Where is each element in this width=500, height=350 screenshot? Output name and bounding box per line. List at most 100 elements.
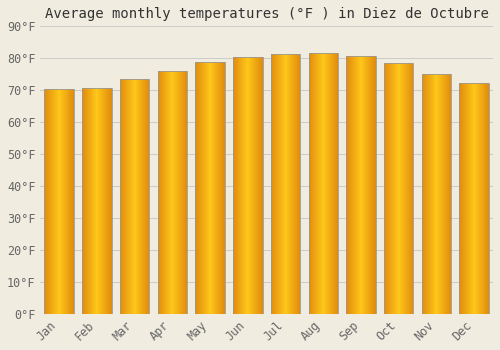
Bar (57, 89, 58, 314)
Bar (462, 84, 463, 314)
Bar (432, 74, 433, 314)
Bar (465, 84, 466, 314)
Bar (463, 84, 464, 314)
Bar (393, 63, 394, 314)
Bar (467, 84, 468, 314)
Bar (248, 57, 249, 314)
Bar (461, 84, 462, 314)
Bar (252, 57, 253, 314)
Bar (209, 62, 210, 314)
Bar (108, 88, 109, 314)
Bar (72, 89, 73, 314)
Bar (240, 57, 241, 314)
Bar (197, 62, 198, 314)
Bar (474, 84, 475, 314)
Bar (464, 84, 465, 314)
Bar (435, 74, 436, 314)
Bar (164, 71, 165, 314)
Bar (55, 89, 56, 314)
Bar (447, 74, 448, 314)
Bar (131, 79, 132, 314)
Bar (196, 62, 197, 314)
Bar (199, 62, 200, 314)
Bar (220, 62, 221, 314)
Bar (254, 57, 255, 314)
Bar (322, 54, 323, 314)
Bar (365, 56, 366, 314)
Bar (93, 88, 94, 314)
Bar (324, 54, 325, 314)
Bar (373, 56, 374, 314)
Bar (366, 56, 367, 314)
Bar (59, 89, 60, 314)
Bar (247, 57, 248, 314)
Bar (290, 54, 291, 314)
Bar (145, 79, 146, 314)
Bar (167, 71, 168, 314)
Bar (196, 62, 225, 314)
Bar (104, 88, 106, 314)
Bar (198, 62, 199, 314)
Bar (73, 89, 74, 314)
Bar (224, 62, 225, 314)
Bar (400, 63, 401, 314)
Bar (437, 74, 438, 314)
Bar (110, 88, 111, 314)
Bar (446, 74, 447, 314)
Bar (284, 54, 285, 314)
Bar (439, 74, 440, 314)
Bar (274, 54, 275, 314)
Bar (384, 63, 414, 314)
Bar (204, 62, 205, 314)
Bar (53, 89, 54, 314)
Bar (430, 74, 431, 314)
Bar (249, 57, 250, 314)
Bar (448, 74, 450, 314)
Bar (85, 88, 86, 314)
Bar (388, 63, 389, 314)
Bar (137, 79, 138, 314)
Bar (449, 74, 450, 314)
Bar (334, 54, 335, 314)
Bar (367, 56, 368, 314)
Bar (238, 57, 239, 314)
Bar (450, 74, 451, 314)
Bar (218, 62, 219, 314)
Bar (253, 57, 254, 314)
Bar (323, 54, 324, 314)
Bar (56, 89, 57, 314)
Bar (70, 89, 71, 314)
Bar (444, 74, 445, 314)
Bar (325, 54, 326, 314)
Bar (202, 62, 203, 314)
Bar (424, 74, 425, 314)
Bar (261, 57, 262, 314)
Bar (482, 84, 483, 314)
Bar (427, 74, 428, 314)
Bar (299, 54, 300, 314)
Bar (180, 71, 181, 314)
Bar (241, 57, 242, 314)
Bar (255, 57, 256, 314)
Bar (66, 89, 67, 314)
Bar (144, 79, 145, 314)
Bar (169, 71, 170, 314)
Bar (350, 56, 351, 314)
Bar (326, 54, 327, 314)
Bar (128, 79, 129, 314)
Bar (402, 63, 403, 314)
Bar (143, 79, 144, 314)
Bar (403, 63, 404, 314)
Bar (271, 54, 300, 314)
Bar (251, 57, 252, 314)
Bar (293, 54, 294, 314)
Bar (309, 54, 310, 314)
Bar (346, 56, 347, 314)
Bar (423, 74, 424, 314)
Bar (246, 57, 247, 314)
Bar (160, 71, 161, 314)
Bar (429, 74, 430, 314)
Bar (475, 84, 476, 314)
Bar (308, 54, 309, 314)
Bar (217, 62, 218, 314)
